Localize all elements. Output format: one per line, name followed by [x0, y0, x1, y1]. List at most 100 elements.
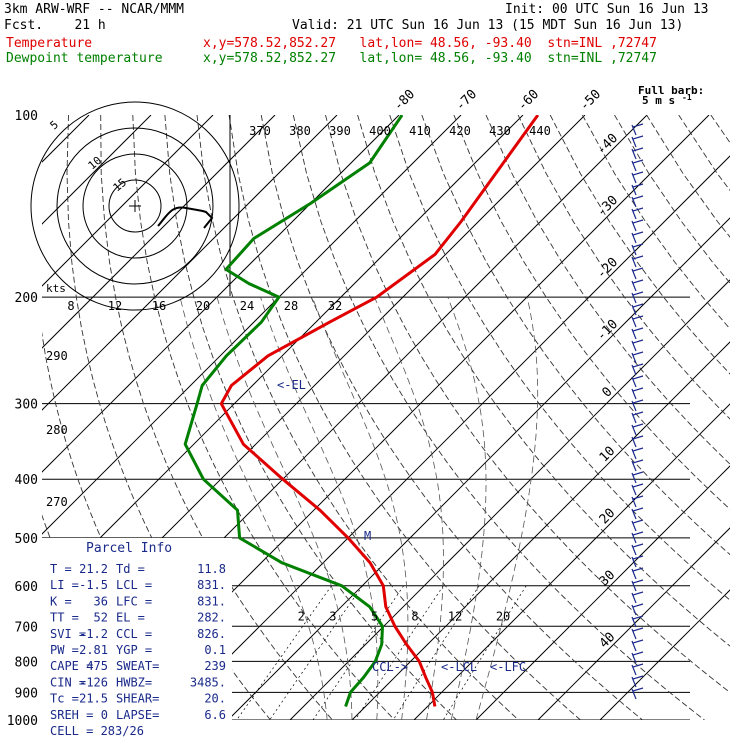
wind-barb — [631, 664, 637, 676]
wind-barb-flag — [632, 543, 644, 548]
hodograph-ring — [56, 127, 214, 285]
moist-adiabat — [374, 296, 444, 720]
dry-adiabat — [357, 115, 730, 647]
forecast-hour: Fcst. 21 h — [4, 18, 106, 33]
parcel-row-value: 36 — [94, 594, 108, 608]
wind-barb — [631, 436, 637, 448]
isotherm-label: 20 — [597, 506, 619, 528]
wind-barb-flag — [632, 219, 644, 224]
wind-barb — [631, 688, 637, 700]
parcel-row-label: CIN = — [50, 675, 86, 689]
isotherm-label: -70 — [453, 87, 480, 114]
parcel-panel-bg — [42, 538, 232, 720]
wind-barb-flag — [632, 339, 644, 344]
dry-adiabat — [164, 115, 457, 720]
barb-legend-title: Full barb: — [638, 84, 704, 97]
level-marker-label: M — [364, 529, 371, 543]
wind-barb — [631, 628, 637, 640]
hodograph-ring — [30, 101, 240, 311]
hodograph-speed-label: 12 — [108, 299, 122, 313]
barb-legend-sup: -1 — [682, 93, 692, 102]
wind-barb — [631, 328, 637, 340]
moist-adiabat — [475, 297, 539, 720]
wind-barb-flag — [632, 243, 644, 248]
dewpoint-station-info: x,y=578.52,852.27 lat,lon= 48.56, -93.40… — [203, 51, 657, 66]
wind-barb-flag — [632, 135, 644, 140]
wind-barb-flag — [632, 471, 644, 476]
wind-barb-flag — [632, 255, 644, 260]
hodograph-speed-label: 20 — [196, 299, 210, 313]
parcel-row-value: 475 — [86, 659, 108, 673]
dewpoint-label: Dewpoint temperature — [6, 51, 163, 66]
mixing-ratio-line — [236, 585, 332, 720]
wind-barb-flag — [632, 555, 644, 560]
wind-barb-flag — [632, 399, 644, 404]
parcel-row-label: SWEAT= — [116, 659, 159, 673]
wind-barb — [631, 304, 637, 316]
hodograph-ring-label: 5 — [48, 118, 61, 132]
hodograph-speed-label: 32 — [328, 299, 342, 313]
wind-barb-flag — [632, 651, 644, 656]
wind-barb-flag — [632, 591, 644, 596]
mixing-ratio-label: 5 — [371, 609, 378, 623]
dry-adiabat — [710, 115, 730, 144]
wind-barb-flag — [632, 687, 644, 692]
parcel-row-value: 831. — [197, 578, 226, 592]
hodograph-speed-label: 8 — [67, 299, 74, 313]
wind-barb — [631, 556, 637, 568]
mixing-ratio-label: 8 — [411, 609, 418, 623]
wind-barb-flag — [632, 627, 644, 632]
wind-barb — [631, 448, 637, 460]
dry-adiabat — [196, 115, 519, 720]
parcel-row-label: SHEAR= — [116, 692, 159, 706]
hodograph-trace — [157, 206, 214, 229]
mixing-ratio-label: 3 — [329, 609, 336, 623]
pressure-tick-label: 900 — [15, 686, 38, 701]
parcel-row-label: PW = — [50, 643, 79, 657]
parcel-row-value: 52 — [94, 611, 108, 625]
parcel-row-label: K = — [50, 594, 72, 608]
wind-barb — [631, 484, 637, 496]
mixing-ratio-line — [312, 585, 404, 720]
dry-adiabat — [421, 115, 730, 556]
pressure-tick-label: 600 — [15, 580, 38, 595]
wind-barb — [631, 124, 637, 136]
hodograph-speed-label: 24 — [240, 299, 254, 313]
isotherm-line — [42, 115, 400, 473]
wind-barb-flag — [632, 507, 644, 512]
wind-barb — [631, 424, 637, 436]
wind-barb-flag — [632, 387, 644, 392]
hodograph-units: kts — [46, 282, 66, 295]
wind-barb-flag — [632, 171, 644, 176]
theta-label: 370 — [249, 124, 271, 138]
pressure-tick-label: 700 — [15, 620, 38, 635]
wind-barb-flag — [632, 231, 644, 236]
parcel-row-label: LFC = — [116, 594, 152, 608]
model-title: 3km ARW-WRF -- NCAR/MMM — [4, 2, 185, 17]
isotherm-label: 40 — [597, 630, 619, 652]
wind-barb — [631, 544, 637, 556]
wind-barb-flag — [632, 675, 644, 680]
barb-legend-value: 5 m s — [642, 94, 675, 107]
wind-barb — [631, 340, 637, 352]
parcel-row-label: LCL = — [116, 578, 152, 592]
temperature-label: Temperature — [6, 36, 93, 51]
theta-label: 440 — [529, 124, 551, 138]
wind-barb — [631, 148, 637, 160]
wind-barb-flag — [632, 375, 644, 380]
parcel-row-value: -126 — [79, 675, 108, 689]
parcel-row-value: 20. — [204, 692, 226, 706]
wind-barb-flag — [632, 195, 644, 200]
mixing-ratio-line — [269, 585, 363, 720]
wind-barb — [631, 604, 637, 616]
wind-barb — [631, 184, 637, 196]
pressure-tick-label: 500 — [15, 532, 38, 547]
parcel-info-panel: Parcel Info T = 21.2 Td = 11.8 LI = -1.5 LCL = 8… — [42, 538, 232, 738]
wind-barb — [631, 136, 637, 148]
wind-barb — [631, 232, 637, 244]
wind-barb-flag — [632, 435, 644, 440]
parcel-row-value: 831. — [197, 594, 226, 608]
wind-barb — [631, 388, 637, 400]
wind-barb — [631, 592, 637, 604]
wind-barb — [631, 160, 637, 172]
